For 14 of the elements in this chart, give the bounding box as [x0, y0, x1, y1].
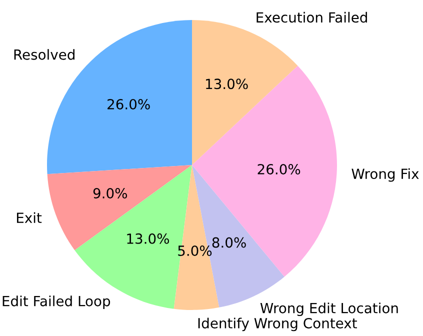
- data-label: 26.0%: [108, 98, 150, 110]
- data-label: 13.0%: [127, 233, 170, 244]
- slice-label: Exit: [16, 212, 42, 223]
- data-label: 13.0%: [206, 78, 248, 90]
- slice-label: Identify Wrong Context: [198, 318, 357, 332]
- slice-label: Edit Failed Loop: [2, 296, 110, 310]
- data-label: 26.0%: [258, 164, 300, 174]
- data-label: 8.0%: [212, 237, 246, 248]
- slice-label: Wrong Fix: [352, 168, 419, 182]
- data-label: 5.0%: [178, 245, 212, 256]
- data-label: 9.0%: [93, 188, 128, 198]
- slice-label: Wrong Edit Location: [260, 302, 398, 316]
- slice-label: Resolved: [14, 49, 74, 60]
- slice-label: Execution Failed: [256, 12, 367, 23]
